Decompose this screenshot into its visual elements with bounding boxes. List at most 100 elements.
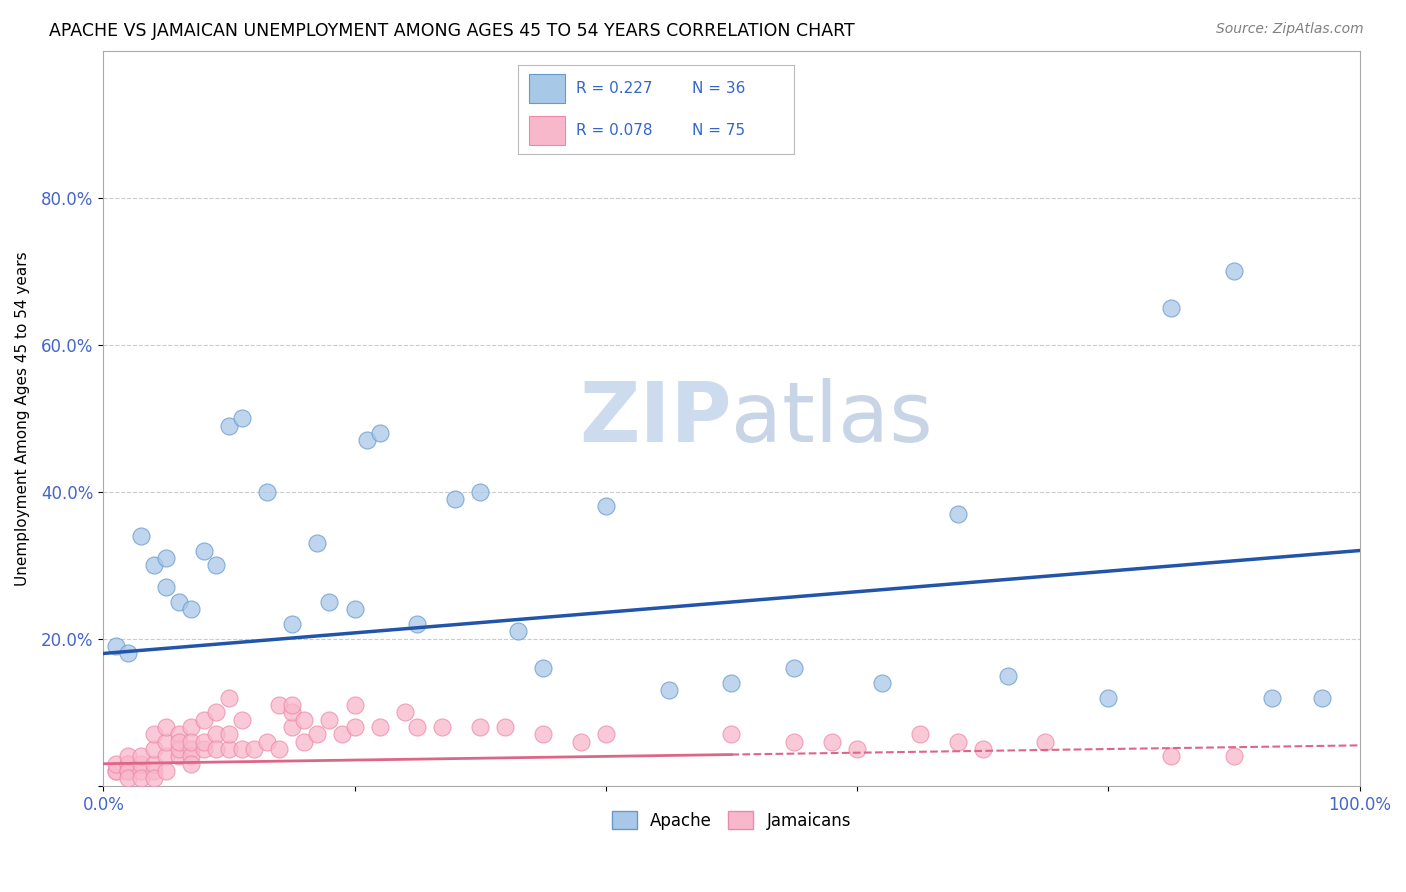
Point: [821, 734, 844, 748]
Point: [117, 772, 139, 786]
Point: [1223, 264, 1246, 278]
Point: [142, 558, 165, 573]
Point: [129, 529, 152, 543]
Point: [142, 727, 165, 741]
Point: [129, 764, 152, 778]
Point: [1160, 749, 1182, 764]
Point: [281, 720, 304, 734]
Point: [142, 764, 165, 778]
Point: [104, 756, 127, 771]
Text: ZIP: ZIP: [579, 377, 731, 458]
Point: [946, 734, 969, 748]
Point: [318, 713, 340, 727]
Point: [1035, 734, 1057, 748]
Point: [305, 536, 328, 550]
Point: [343, 720, 366, 734]
Point: [531, 661, 554, 675]
Point: [783, 734, 806, 748]
Point: [142, 742, 165, 756]
Point: [269, 698, 291, 712]
Point: [155, 550, 177, 565]
Point: [256, 734, 278, 748]
Point: [406, 617, 429, 632]
Point: [180, 742, 202, 756]
Point: [569, 734, 592, 748]
Point: [155, 764, 177, 778]
Point: [231, 713, 253, 727]
Point: [205, 727, 228, 741]
Point: [368, 425, 391, 440]
Point: [117, 764, 139, 778]
Point: [180, 720, 202, 734]
Point: [117, 764, 139, 778]
Point: [218, 418, 240, 433]
Point: [117, 756, 139, 771]
Point: [946, 507, 969, 521]
Point: [205, 742, 228, 756]
Point: [193, 734, 215, 748]
Point: [231, 742, 253, 756]
Point: [343, 602, 366, 616]
Point: [180, 749, 202, 764]
Point: [129, 749, 152, 764]
Point: [870, 676, 893, 690]
Point: [908, 727, 931, 741]
Point: [129, 756, 152, 771]
Point: [318, 595, 340, 609]
Point: [494, 720, 516, 734]
Point: [470, 484, 492, 499]
Point: [218, 742, 240, 756]
Point: [256, 484, 278, 499]
Point: [972, 742, 994, 756]
Point: [368, 720, 391, 734]
Point: [506, 624, 529, 639]
Point: [846, 742, 869, 756]
Point: [167, 749, 190, 764]
Point: [205, 706, 228, 720]
Point: [281, 617, 304, 632]
Point: [117, 749, 139, 764]
Point: [292, 734, 315, 748]
Point: [167, 727, 190, 741]
Point: [595, 500, 617, 514]
Point: [432, 720, 454, 734]
Point: [1160, 301, 1182, 315]
Point: [142, 772, 165, 786]
Point: [658, 683, 681, 698]
Point: [305, 727, 328, 741]
Point: [231, 411, 253, 425]
Point: [394, 706, 416, 720]
Point: [281, 706, 304, 720]
Point: [1223, 749, 1246, 764]
Point: [1260, 690, 1282, 705]
Point: [406, 720, 429, 734]
Point: [167, 734, 190, 748]
Point: [205, 558, 228, 573]
Point: [783, 661, 806, 675]
Point: [218, 727, 240, 741]
Point: [193, 543, 215, 558]
Point: [104, 639, 127, 653]
Point: [155, 734, 177, 748]
Point: [167, 742, 190, 756]
Point: [1310, 690, 1333, 705]
Point: [1097, 690, 1119, 705]
Point: [595, 727, 617, 741]
Point: [117, 756, 139, 771]
Point: [180, 734, 202, 748]
Point: [129, 772, 152, 786]
Point: [356, 434, 378, 448]
Point: [720, 676, 742, 690]
Point: [117, 647, 139, 661]
Point: [531, 727, 554, 741]
Point: [193, 713, 215, 727]
Point: [330, 727, 353, 741]
Point: [218, 690, 240, 705]
Point: [155, 720, 177, 734]
Point: [444, 492, 467, 507]
Point: [180, 602, 202, 616]
Point: [281, 698, 304, 712]
Text: atlas: atlas: [731, 377, 934, 458]
Point: [104, 764, 127, 778]
Point: [193, 742, 215, 756]
